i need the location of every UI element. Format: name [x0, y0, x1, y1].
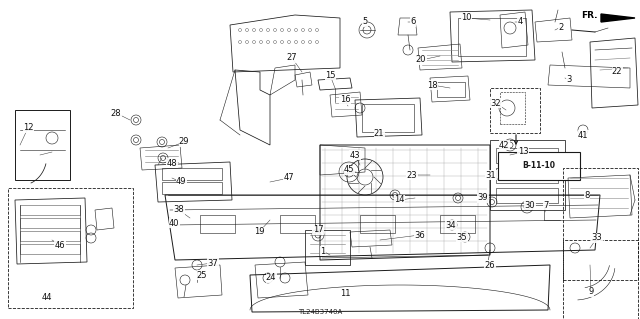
Text: 10: 10 [461, 13, 471, 23]
Bar [162, 168, 222, 180]
Text: 22: 22 [612, 68, 622, 77]
Text: 23: 23 [406, 170, 417, 180]
Bar [490, 88, 540, 133]
Text: 12: 12 [23, 123, 33, 132]
Text: FR.: FR. [582, 11, 598, 20]
Text: 26: 26 [484, 261, 495, 270]
Text: 1: 1 [321, 247, 326, 256]
Text: 9: 9 [588, 287, 594, 296]
Text: 15: 15 [324, 70, 335, 79]
Text: 13: 13 [518, 147, 528, 157]
Text: 34: 34 [445, 220, 456, 229]
Text: 14: 14 [394, 196, 404, 204]
Text: 2: 2 [558, 23, 564, 32]
Text: 4: 4 [517, 18, 523, 26]
Text: 41: 41 [578, 130, 588, 139]
Text: 30: 30 [525, 201, 535, 210]
Text: 47: 47 [284, 174, 294, 182]
Bar [15, 110, 70, 180]
Bar [440, 215, 475, 233]
Text: 25: 25 [196, 271, 207, 279]
Text: 42: 42 [499, 140, 509, 150]
Text: 40: 40 [169, 219, 179, 227]
Bar [458, 18, 526, 56]
Bar [500, 92, 525, 124]
Text: 45: 45 [344, 166, 355, 174]
Bar [498, 152, 580, 180]
Bar [20, 231, 80, 241]
Text: 44: 44 [42, 293, 52, 301]
Text: 33: 33 [591, 234, 602, 242]
Bar [496, 188, 558, 203]
Text: 43: 43 [349, 151, 360, 160]
Text: 48: 48 [166, 159, 177, 167]
Polygon shape [601, 14, 635, 22]
Text: 39: 39 [477, 194, 488, 203]
Bar [563, 240, 638, 319]
Text: 38: 38 [173, 205, 184, 214]
Bar [437, 82, 465, 97]
Bar [20, 244, 80, 254]
Text: 31: 31 [486, 170, 496, 180]
Bar [8, 188, 133, 308]
Bar [162, 182, 222, 194]
Text: 29: 29 [179, 137, 189, 146]
Text: 16: 16 [340, 95, 350, 105]
Bar [496, 168, 558, 183]
Bar [20, 205, 80, 215]
Text: B-11-10: B-11-10 [522, 161, 556, 170]
Text: 20: 20 [416, 56, 426, 64]
Text: 5: 5 [362, 18, 367, 26]
Text: 24: 24 [266, 273, 276, 283]
Text: 35: 35 [457, 233, 467, 241]
Text: 32: 32 [491, 99, 501, 108]
Text: 18: 18 [427, 80, 437, 90]
Text: 8: 8 [584, 190, 589, 199]
Bar [20, 218, 80, 228]
Text: 46: 46 [54, 241, 65, 249]
Text: 37: 37 [207, 258, 218, 268]
Bar [362, 104, 414, 132]
Text: 11: 11 [340, 288, 350, 298]
Text: 19: 19 [253, 227, 264, 236]
Text: 27: 27 [287, 54, 298, 63]
Text: 3: 3 [566, 76, 572, 85]
Bar [200, 215, 235, 233]
Text: 28: 28 [111, 108, 122, 117]
Text: TL24B3740A: TL24B3740A [298, 309, 342, 315]
Bar [360, 215, 395, 233]
Text: 36: 36 [415, 231, 426, 240]
Bar [280, 215, 315, 233]
Bar [563, 168, 638, 280]
Text: 21: 21 [374, 129, 384, 137]
Text: 7: 7 [543, 201, 548, 210]
Text: 17: 17 [313, 226, 323, 234]
Bar [496, 148, 558, 163]
Text: 6: 6 [410, 18, 416, 26]
Text: 49: 49 [176, 177, 186, 187]
